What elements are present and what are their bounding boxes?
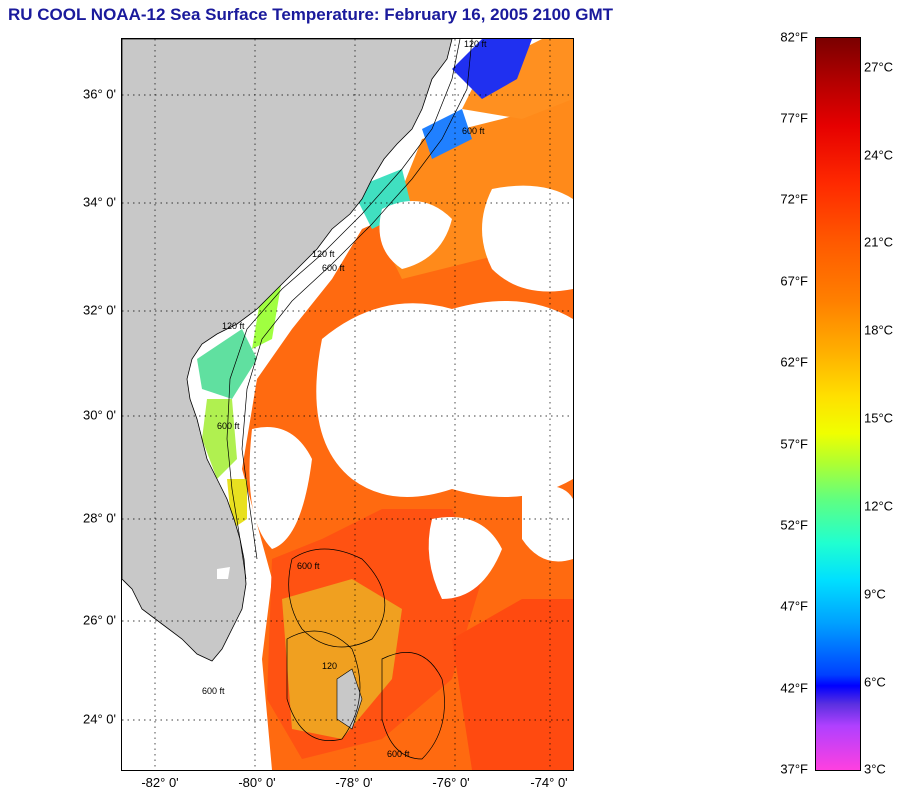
lat-label: 28° 0'	[83, 510, 116, 526]
fahrenheit-label: 82°F	[780, 29, 808, 45]
celsius-label: 6°C	[864, 674, 886, 690]
contour-label: 120 ft	[312, 249, 335, 259]
lat-label: 36° 0'	[83, 86, 116, 102]
fahrenheit-label: 77°F	[780, 110, 808, 126]
lon-label: -74° 0'	[530, 775, 568, 790]
contour-label: 120 ft	[222, 321, 245, 331]
contour-label: 600 ft	[462, 126, 485, 136]
celsius-label: 12°C	[864, 498, 894, 514]
fahrenheit-label: 72°F	[780, 191, 808, 207]
contour-label: 600 ft	[202, 686, 225, 696]
sst-map-canvas: 120 ft 600 ft 120 ft 600 ft 120 ft 600 f…	[122, 39, 573, 770]
celsius-label: 24°C	[864, 147, 894, 163]
graticule	[122, 39, 573, 770]
celsius-label: 21°C	[864, 234, 894, 250]
sst-map[interactable]: 120 ft 600 ft 120 ft 600 ft 120 ft 600 f…	[121, 38, 574, 771]
cloud-mask	[249, 185, 573, 599]
lat-label: 34° 0'	[83, 194, 116, 210]
map-title: RU COOL NOAA-12 Sea Surface Temperature:…	[8, 5, 613, 24]
bathymetry-contours	[226, 39, 473, 760]
lat-label: 32° 0'	[83, 302, 116, 318]
fahrenheit-label: 67°F	[780, 273, 808, 289]
lon-label: -82° 0'	[141, 775, 179, 790]
contour-label: 600 ft	[217, 421, 240, 431]
contour-label: 600 ft	[387, 749, 410, 759]
celsius-label: 3°C	[864, 761, 886, 777]
celsius-label: 9°C	[864, 586, 886, 602]
lat-label: 30° 0'	[83, 407, 116, 423]
celsius-label: 27°C	[864, 59, 894, 75]
fahrenheit-label: 42°F	[780, 680, 808, 696]
lat-label: 26° 0'	[83, 612, 116, 628]
fahrenheit-label: 52°F	[780, 517, 808, 533]
contour-label: 120 ft	[464, 39, 487, 49]
contour-label: 600 ft	[322, 263, 345, 273]
fahrenheit-label: 37°F	[780, 761, 808, 777]
fahrenheit-label: 47°F	[780, 598, 808, 614]
fahrenheit-label: 57°F	[780, 436, 808, 452]
lon-label: -80° 0'	[238, 775, 276, 790]
lat-label: 24° 0'	[83, 711, 116, 727]
fahrenheit-label: 62°F	[780, 354, 808, 370]
contour-label: 600 ft	[297, 561, 320, 571]
temperature-colorbar	[815, 37, 861, 771]
contour-label: 120	[322, 661, 337, 671]
celsius-label: 18°C	[864, 322, 894, 338]
lon-label: -76° 0'	[432, 775, 470, 790]
celsius-label: 15°C	[864, 410, 894, 426]
lon-label: -78° 0'	[335, 775, 373, 790]
